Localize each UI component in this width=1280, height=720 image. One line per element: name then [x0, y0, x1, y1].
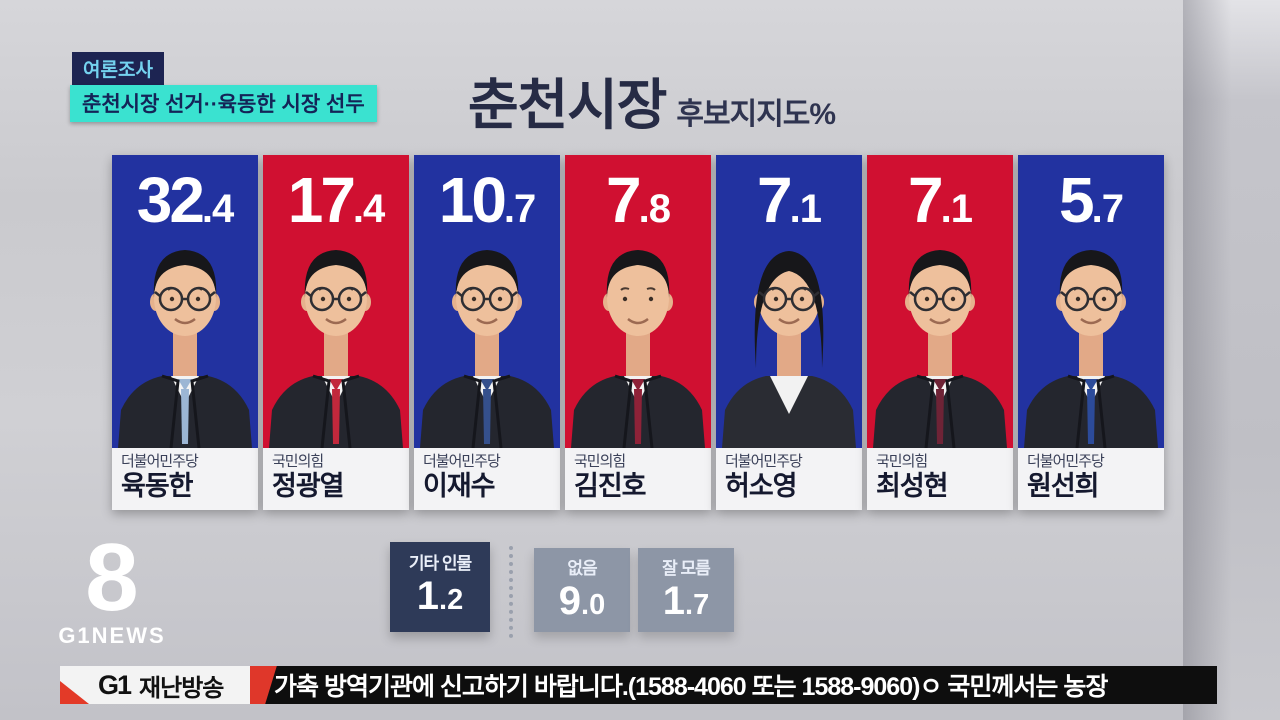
stat-value: 9.0 [558, 579, 606, 623]
support-value: 32.4 [136, 164, 235, 236]
support-value: 10.7 [438, 164, 537, 236]
party-label: 국민의힘 [272, 453, 324, 470]
candidate-name: 정광열 [272, 471, 345, 501]
party-label: 더불어민주당 [423, 453, 501, 470]
candidate-photo: 32.4 [112, 155, 258, 448]
poll-badge: 여론조사 [72, 52, 164, 86]
candidate-photo: 10.7 [414, 155, 560, 448]
party-label: 더불어민주당 [1027, 453, 1105, 470]
candidate-label-strip: 더불어민주당 허소영 [716, 448, 862, 510]
headline-badge: 춘천시장 선거··육동한 시장 선두 [70, 85, 377, 122]
candidate-card: 5.7 더불어민주당 원선희 [1018, 155, 1164, 510]
candidate-name: 원선희 [1027, 471, 1100, 501]
ticker-text: 가축 방역기관에 신고하기 바랍니다.(1588-4060 또는 1588-90… [274, 673, 1108, 701]
g1news-wordmark: G1NEWS [58, 623, 166, 648]
party-label: 더불어민주당 [121, 453, 199, 470]
dotted-divider [509, 546, 513, 638]
candidate-name: 김진호 [574, 471, 647, 501]
candidate-card: 32.4 더불어민주당 육동한 [112, 155, 258, 510]
g1news-logo: 8 G1NEWS [54, 524, 170, 648]
stat-box-none: 없음 9.0 [534, 548, 630, 632]
candidate-cards-row: 32.4 더불어민주당 육동한 17.4 국민의힘 정광열 [112, 155, 1164, 510]
stat-value: 1.2 [416, 574, 464, 618]
candidate-label-strip: 국민의힘 최성현 [867, 448, 1013, 510]
candidate-label-strip: 국민의힘 정광열 [263, 448, 409, 510]
candidate-photo: 5.7 [1018, 155, 1164, 448]
candidate-name: 육동한 [121, 471, 194, 501]
title-main: 춘천시장 [468, 74, 667, 136]
candidate-card: 7.1 더불어민주당 허소영 [716, 155, 862, 510]
g1-station-logo: G1 [98, 669, 132, 700]
support-value: 7.1 [757, 164, 822, 236]
party-label: 더불어민주당 [725, 453, 803, 470]
candidate-name: 최성현 [876, 471, 949, 501]
candidate-label-strip: 더불어민주당 육동한 [112, 448, 258, 510]
page-title: 춘천시장 후보지지도% [468, 60, 836, 140]
candidate-photo: 17.4 [263, 155, 409, 448]
stat-label: 잘 모름 [662, 559, 711, 578]
candidate-photo: 7.1 [867, 155, 1013, 448]
candidate-card: 17.4 국민의힘 정광열 [263, 155, 409, 510]
stat-box-others: 기타 인물 1.2 [390, 542, 490, 632]
g1-eight-icon: 8 [85, 524, 139, 631]
disaster-broadcast-tag: 재난방송 [139, 674, 224, 702]
candidate-name: 허소영 [725, 471, 798, 501]
news-ticker: 가축 방역기관에 신고하기 바랍니다.(1588-4060 또는 1588-90… [0, 666, 1280, 704]
support-value: 7.8 [606, 164, 671, 236]
candidate-card: 7.8 국민의힘 김진호 [565, 155, 711, 510]
candidate-card: 10.7 더불어민주당 이재수 [414, 155, 560, 510]
stat-label: 기타 인물 [408, 554, 472, 573]
ticker-message-bar: 가축 방역기관에 신고하기 바랍니다.(1588-4060 또는 1588-90… [258, 666, 1217, 704]
party-label: 국민의힘 [574, 453, 626, 470]
candidate-photo: 7.1 [716, 155, 862, 448]
candidate-card: 7.1 국민의힘 최성현 [867, 155, 1013, 510]
title-subtitle: 후보지지도% [676, 98, 836, 131]
studio-right-panel [1183, 0, 1280, 720]
candidate-photo: 7.8 [565, 155, 711, 448]
candidate-label-strip: 더불어민주당 이재수 [414, 448, 560, 510]
candidate-label-strip: 국민의힘 김진호 [565, 448, 711, 510]
support-value: 17.4 [287, 164, 386, 236]
support-value: 5.7 [1059, 164, 1124, 236]
party-label: 국민의힘 [876, 453, 928, 470]
ticker-station-label: G1 재난방송 [60, 666, 250, 704]
support-value: 7.1 [908, 164, 973, 236]
stat-value: 1.7 [662, 579, 710, 623]
red-corner-icon [60, 681, 89, 704]
candidate-label-strip: 더불어민주당 원선희 [1018, 448, 1164, 510]
stat-label: 없음 [567, 559, 597, 578]
candidate-name: 이재수 [423, 471, 496, 501]
stat-box-dont-know: 잘 모름 1.7 [638, 548, 734, 632]
